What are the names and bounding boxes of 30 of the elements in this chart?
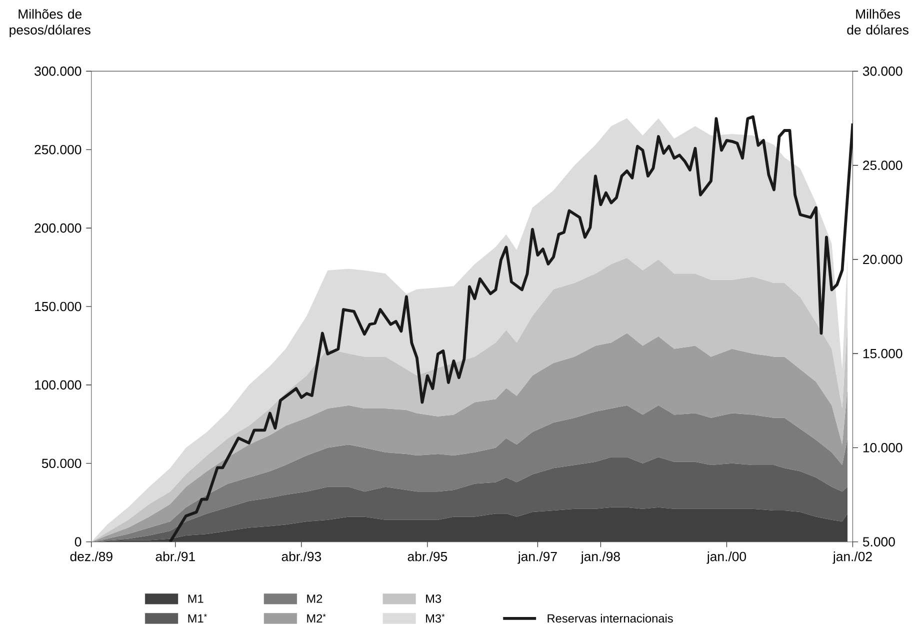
y2-axis-title: Milhões de dólares — [847, 9, 908, 35]
y-tick-label: 250.000 — [34, 145, 82, 154]
x-tick-label: jan./00 — [706, 552, 746, 564]
legend-label: Reservas internacionais — [548, 614, 673, 623]
y-tick-label: 300.000 — [34, 66, 82, 76]
y2-tick-label: 25.000 — [863, 160, 902, 170]
x-tick-label: abr./91 — [156, 552, 195, 562]
y-axis-title: Milhões de pesos/dólares — [10, 9, 90, 38]
x-tick-label: jan./97 — [518, 552, 557, 564]
y2-tick-label: 15.000 — [863, 349, 902, 358]
legend-label: M2$^{*}$ — [307, 614, 326, 623]
y2-tick-label: 5.000 — [862, 537, 895, 547]
y-tick-label: 200.000 — [34, 223, 82, 233]
x-tick-label: jan./02 — [832, 552, 872, 564]
y2-tick-label: 10.000 — [863, 443, 902, 452]
y-tick-label: 50.000 — [42, 458, 82, 468]
legend-label: M1$^{*}$ — [188, 614, 207, 623]
legend-label: M1 — [188, 594, 204, 603]
y-tick-label: 0 — [74, 537, 82, 547]
x-tick-label: jan./98 — [580, 552, 620, 564]
x-tick-label: abr./95 — [408, 552, 448, 562]
legend-label: M2 — [307, 594, 322, 603]
legend-label: M3 — [426, 594, 442, 604]
x-tick-label: dez./89 — [70, 552, 112, 562]
y-tick-label: 100.000 — [35, 380, 82, 390]
y-tick-label: 150.000 — [35, 302, 82, 312]
y2-tick-label: 30.000 — [862, 66, 902, 76]
y2-tick-label: 20.000 — [863, 254, 902, 264]
x-tick-label: abr./93 — [282, 552, 322, 562]
legend-label: M3$^{*}$ — [426, 614, 445, 623]
